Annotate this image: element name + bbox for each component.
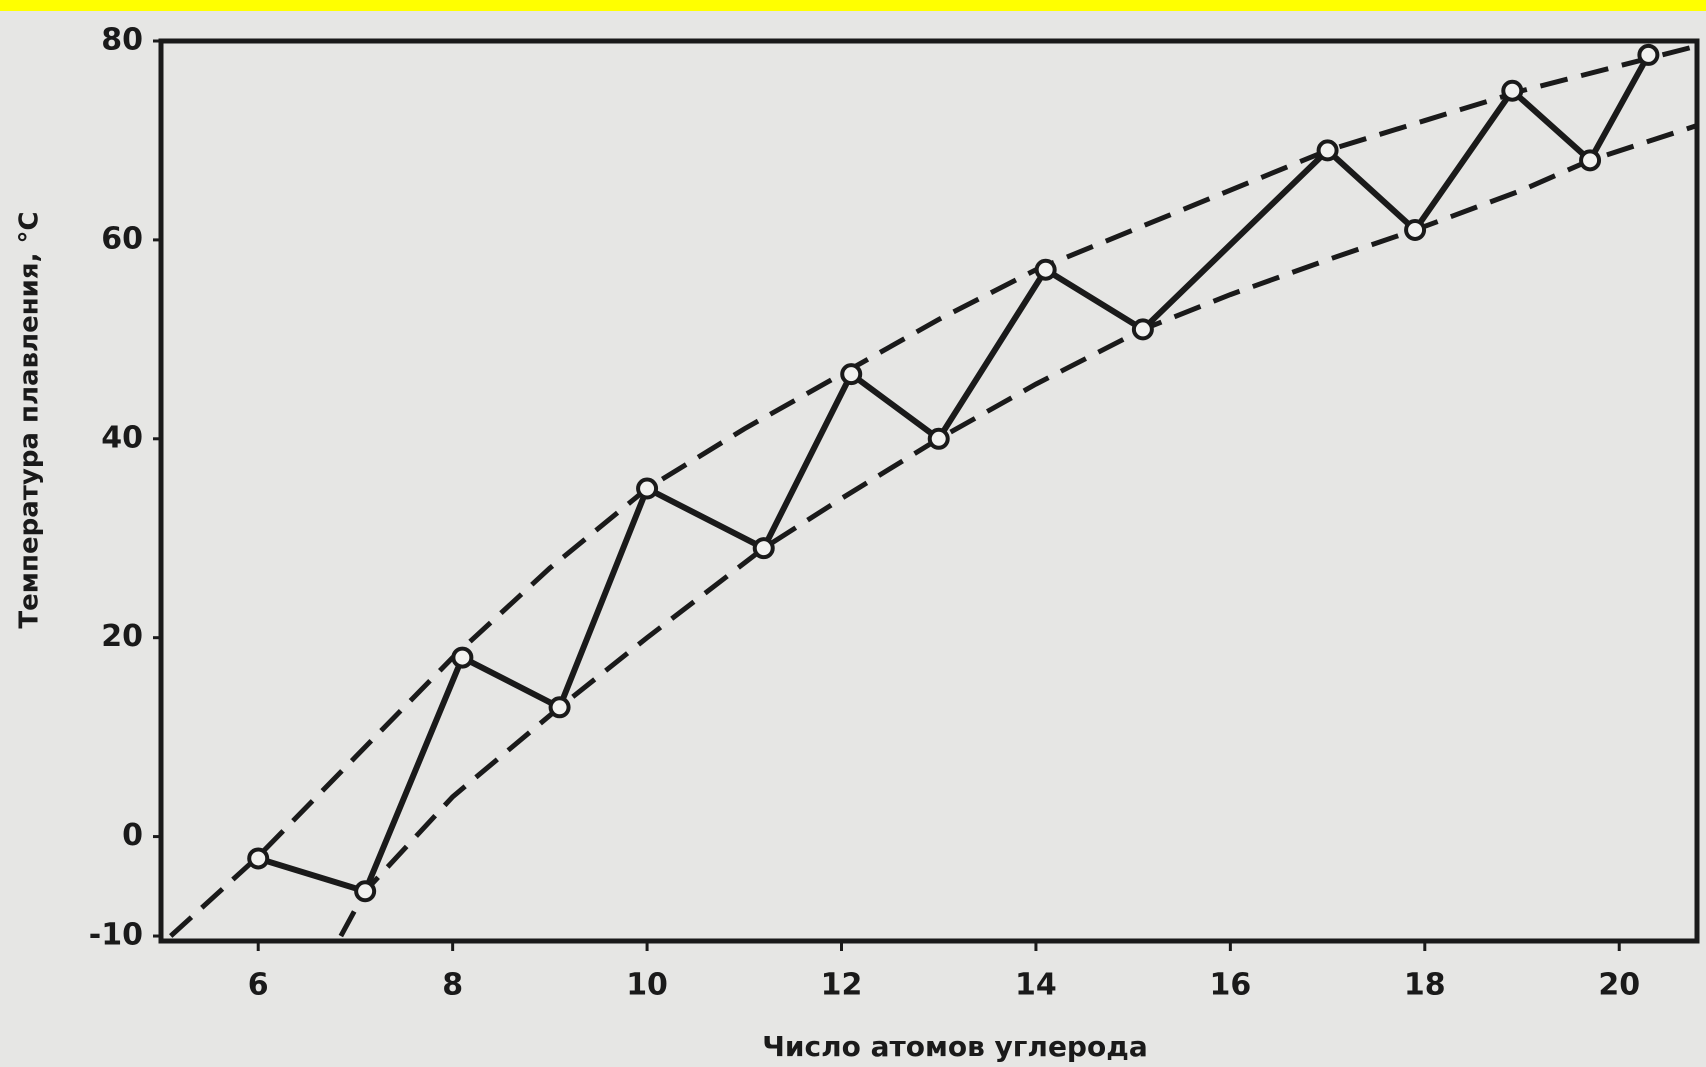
- data-point: [1404, 218, 1427, 241]
- x-tick-label: 18: [1404, 968, 1446, 1003]
- envelope-curve: [338, 123, 1698, 938]
- data-point: [636, 477, 659, 500]
- x-tick-label: 12: [821, 968, 863, 1003]
- y-tick-label: 40: [101, 420, 143, 455]
- data-point: [548, 696, 571, 719]
- top-band: [0, 0, 1706, 11]
- envelope-curve: [169, 43, 1698, 938]
- data-point: [354, 880, 377, 903]
- x-tick-label: 10: [626, 968, 668, 1003]
- data-point: [1637, 43, 1660, 66]
- x-tick-label: 16: [1209, 968, 1251, 1003]
- data-point: [1579, 149, 1602, 172]
- y-tick-label: 60: [101, 221, 143, 256]
- data-point: [1034, 258, 1057, 281]
- data-point: [752, 537, 775, 560]
- x-axis-label: Число атомов углерода: [762, 1030, 1147, 1063]
- data-point: [1131, 318, 1154, 341]
- x-tick-label: 8: [442, 968, 463, 1003]
- x-tick-label: 20: [1598, 968, 1640, 1003]
- y-tick-label: 20: [101, 619, 143, 654]
- y-tick-label: 0: [122, 818, 143, 853]
- y-axis-label: Температура плавления, °С: [15, 211, 45, 628]
- plot-frame: [158, 38, 1700, 944]
- y-tick-label: 80: [101, 23, 143, 58]
- data-point: [1316, 139, 1339, 162]
- data-point: [927, 427, 950, 450]
- data-point: [1501, 79, 1524, 102]
- data-point: [840, 363, 863, 386]
- x-tick-label: 6: [248, 968, 269, 1003]
- x-tick-label: 14: [1015, 968, 1057, 1003]
- data-point: [451, 646, 474, 669]
- data-point: [247, 847, 270, 870]
- y-tick-label: -10: [89, 918, 143, 953]
